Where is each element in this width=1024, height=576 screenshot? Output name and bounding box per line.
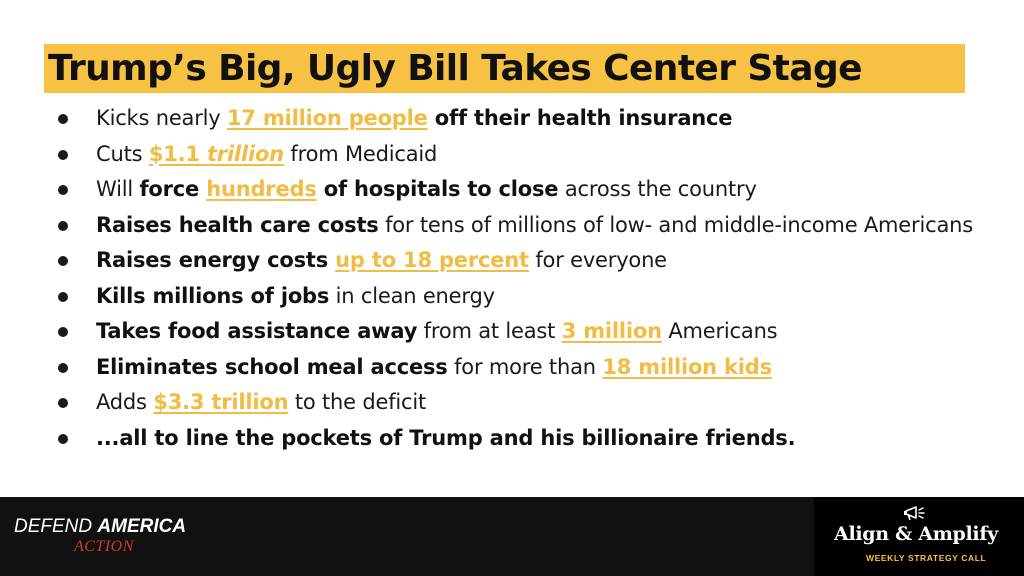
bullet-item: Kills millions of jobs in clean energy [52, 279, 982, 315]
bullet-item: Cuts $1.1 trillion from Medicaid [52, 137, 982, 173]
align-amplify-subtitle: WEEKLY STRATEGY CALL [866, 553, 987, 563]
bullet-dot-icon [58, 398, 68, 408]
highlight-text: up to 18 percent [335, 248, 529, 272]
bullet-dot-icon [58, 256, 68, 266]
bullet-dot-icon [58, 185, 68, 195]
highlight-text: trillion [206, 141, 284, 166]
highlight-text: 3 million [561, 319, 662, 343]
slide-title: Trump’s Big, Ugly Bill Takes Center Stag… [48, 48, 863, 89]
bullet-dot-icon [58, 114, 68, 124]
bullet-dot-icon [58, 327, 68, 337]
bullet-dot-icon [58, 433, 68, 444]
bullet-item: ...all to line the pockets of Trump and … [52, 421, 982, 457]
highlight-text: 17 million people [227, 106, 428, 130]
highlight-text: $1.1 [148, 141, 207, 166]
highlight-text: 18 million kids [602, 354, 772, 379]
bullet-item: Raises health care costs for tens of mil… [52, 208, 982, 244]
highlight-text: hundreds [206, 177, 317, 201]
bullet-item: Kicks nearly 17 million people off their… [52, 101, 982, 137]
align-amplify-title: Align & Amplify [834, 523, 998, 545]
highlight-text: $3.3 trillion [153, 390, 289, 414]
bullet-dot-icon [58, 149, 68, 160]
title-highlight-bar [44, 44, 965, 93]
bullet-item: Eliminates school meal access for more t… [52, 350, 982, 386]
bullet-item: Will force hundreds of hospitals to clos… [52, 172, 982, 208]
bullet-item: Raises energy costs up to 18 percent for… [52, 243, 982, 279]
defend-america-action-logo: DEFEND AMERICA ACTION [14, 516, 187, 555]
bullet-item: Takes food assistance away from at least… [52, 314, 982, 350]
bullet-dot-icon [58, 220, 68, 231]
bullet-item: Adds $3.3 trillion to the deficit [52, 385, 982, 421]
bullet-dot-icon [58, 362, 68, 373]
megaphone-icon [904, 506, 925, 521]
bullet-dot-icon [58, 291, 68, 302]
bullet-list: Kicks nearly 17 million people off their… [52, 101, 982, 456]
